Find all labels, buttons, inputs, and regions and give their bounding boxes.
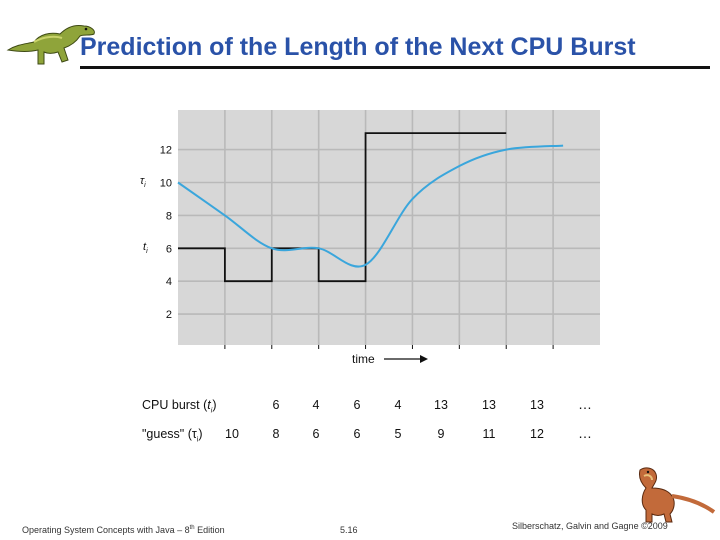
guess-ellipsis: …	[578, 425, 593, 441]
guess-cell: 12	[530, 427, 544, 441]
cpu-burst-series-line	[178, 132, 507, 283]
guess-cell: 6	[312, 427, 320, 441]
guess-cell: 8	[272, 427, 280, 441]
guess-cell: 5	[394, 427, 402, 441]
burst-cell: 6	[353, 398, 361, 412]
guess-cell: 6	[353, 427, 361, 441]
burst-cell: 6	[272, 398, 280, 412]
guess-series-curve	[177, 144, 564, 268]
burst-prediction-chart: 2 4 6 8 10 12 τi ti time	[140, 110, 600, 366]
y-tick-label: 6	[166, 243, 172, 255]
slide-title: Prediction of the Length of the Next CPU…	[80, 33, 636, 61]
footer-page-number: 5.16	[340, 525, 358, 535]
burst-cell: 13	[530, 398, 544, 412]
burst-cell: 4	[394, 398, 402, 412]
burst-row-label: CPU burst (ti)	[142, 398, 217, 415]
y-tick-label: 2	[166, 309, 172, 321]
guess-cell: 9	[437, 427, 445, 441]
y-label-t: ti	[143, 241, 148, 255]
dinosaur-footer-icon	[639, 467, 716, 523]
burst-cell: 13	[434, 398, 448, 412]
y-tick-label: 4	[166, 276, 172, 288]
footer-copyright: Silberschatz, Galvin and Gagne ©2009	[512, 521, 668, 531]
x-axis-arrow	[384, 355, 428, 363]
title-underline	[80, 66, 710, 69]
y-tick-label: 12	[160, 145, 172, 157]
x-axis-label: time	[352, 352, 375, 366]
guess-cell: 10	[225, 427, 239, 441]
burst-cell: 13	[482, 398, 496, 412]
burst-ellipsis: …	[578, 396, 593, 412]
footer-book-title: Operating System Concepts with Java – 8t…	[22, 525, 225, 535]
y-label-tau: τi	[140, 175, 146, 189]
y-tick-label: 8	[166, 210, 172, 222]
guess-cell: 11	[482, 427, 496, 441]
y-tick-label: 10	[160, 178, 172, 190]
guess-row-label: "guess" (τi)	[142, 427, 203, 444]
burst-cell: 4	[312, 398, 320, 412]
dinosaur-logo-icon	[6, 25, 95, 65]
